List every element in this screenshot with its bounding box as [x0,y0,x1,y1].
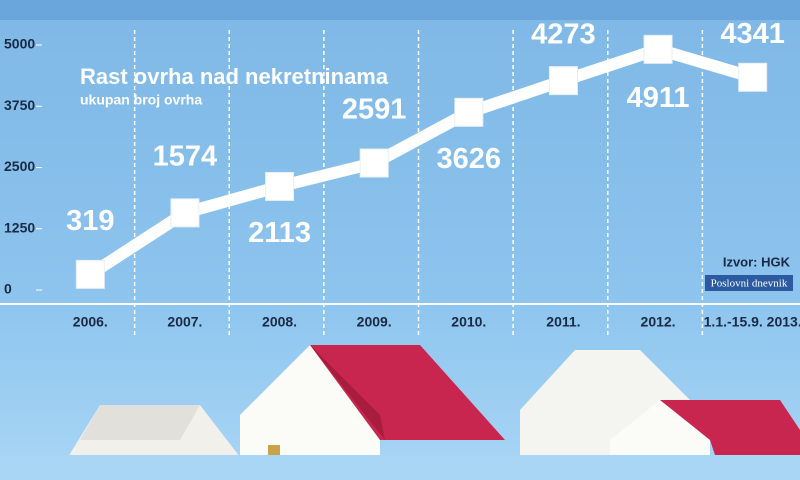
separators [133,30,704,335]
houses [0,345,800,480]
chart-title: Rast ovrha nad nekretninama [80,64,389,89]
y-tick-label: 0 [4,281,12,297]
logo-box [705,275,793,291]
y-tick-label: 5000 [4,36,35,52]
value-label: 2113 [248,217,311,249]
x-tick-label: 2007. [167,314,202,330]
x-tick-label: 2008. [262,314,297,330]
series-line [87,43,755,280]
value-label: 2591 [342,94,407,126]
x-tick-label: 1.1.-15.9. 2013. [704,314,800,330]
data-point [170,198,200,228]
source: Izvor: HGK [723,254,791,269]
data-point [75,259,105,289]
y-tick-label: 1250 [4,219,35,235]
data-point [548,66,578,96]
data-point [643,34,673,64]
x-tick-label: 2012. [641,314,676,330]
x-tick-label: 2010. [451,314,486,330]
data-point [265,171,295,201]
top-strip [0,0,800,20]
data-point [359,148,389,178]
x-tick-label: 2011. [546,314,580,330]
value-label: 4341 [720,18,785,50]
x-tick-label: 2006. [73,314,108,330]
publisher: Poslovni dnevnik [711,278,788,290]
x-tick-label: 2009. [357,314,392,330]
value-label: 4911 [627,82,690,114]
value-label: 319 [66,205,114,237]
y-tick-label: 2500 [4,158,35,174]
chart-subtitle: ukupan broj ovrha [80,92,202,108]
value-label: 4273 [531,18,596,50]
value-label: 3626 [437,143,502,175]
data-point [454,97,484,127]
value-label: 1574 [153,141,218,173]
data-point [738,62,768,92]
y-tick-label: 3750 [4,97,35,113]
